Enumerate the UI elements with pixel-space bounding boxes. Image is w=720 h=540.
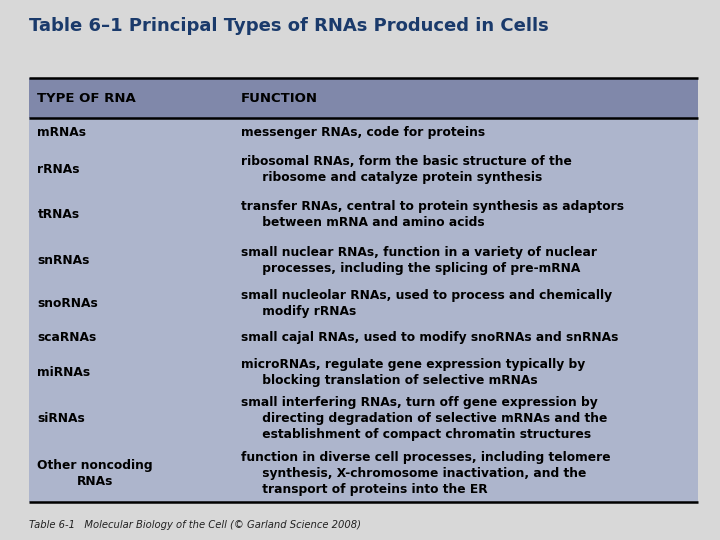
Text: ribosomal RNAs, form the basic structure of the
     ribosome and catalyze prote: ribosomal RNAs, form the basic structure… [241, 155, 572, 184]
Text: small cajal RNAs, used to modify snoRNAs and snRNAs: small cajal RNAs, used to modify snoRNAs… [241, 332, 618, 345]
Text: function in diverse cell processes, including telomere
     synthesis, X-chromos: function in diverse cell processes, incl… [241, 451, 611, 496]
Bar [29, 78, 698, 118]
Text: transfer RNAs, central to protein synthesis as adaptors
     between mRNA and am: transfer RNAs, central to protein synthe… [241, 200, 624, 230]
Text: rRNAs: rRNAs [37, 163, 80, 176]
Text: mRNAs: mRNAs [37, 126, 86, 139]
Text: microRNAs, regulate gene expression typically by
     blocking translation of se: microRNAs, regulate gene expression typi… [241, 358, 585, 387]
Text: small nuclear RNAs, function in a variety of nuclear
     processes, including t: small nuclear RNAs, function in a variet… [241, 246, 597, 274]
Text: FUNCTION: FUNCTION [241, 92, 318, 105]
Text: Table 6-1   Molecular Biology of the Cell (© Garland Science 2008): Table 6-1 Molecular Biology of the Cell … [29, 520, 361, 530]
Text: small nucleolar RNAs, used to process and chemically
     modify rRNAs: small nucleolar RNAs, used to process an… [241, 288, 612, 318]
Text: small interfering RNAs, turn off gene expression by
     directing degradation o: small interfering RNAs, turn off gene ex… [241, 396, 608, 441]
Text: scaRNAs: scaRNAs [37, 332, 96, 345]
Text: Other noncoding
RNAs: Other noncoding RNAs [37, 458, 153, 488]
Text: TYPE OF RNA: TYPE OF RNA [37, 92, 136, 105]
Text: snRNAs: snRNAs [37, 254, 90, 267]
Text: Table 6–1 Principal Types of RNAs Produced in Cells: Table 6–1 Principal Types of RNAs Produc… [29, 17, 549, 35]
Text: messenger RNAs, code for proteins: messenger RNAs, code for proteins [241, 126, 485, 139]
Text: snoRNAs: snoRNAs [37, 296, 98, 309]
Text: tRNAs: tRNAs [37, 208, 80, 221]
Bar [29, 118, 698, 502]
Text: siRNAs: siRNAs [37, 412, 85, 425]
Text: miRNAs: miRNAs [37, 366, 91, 379]
